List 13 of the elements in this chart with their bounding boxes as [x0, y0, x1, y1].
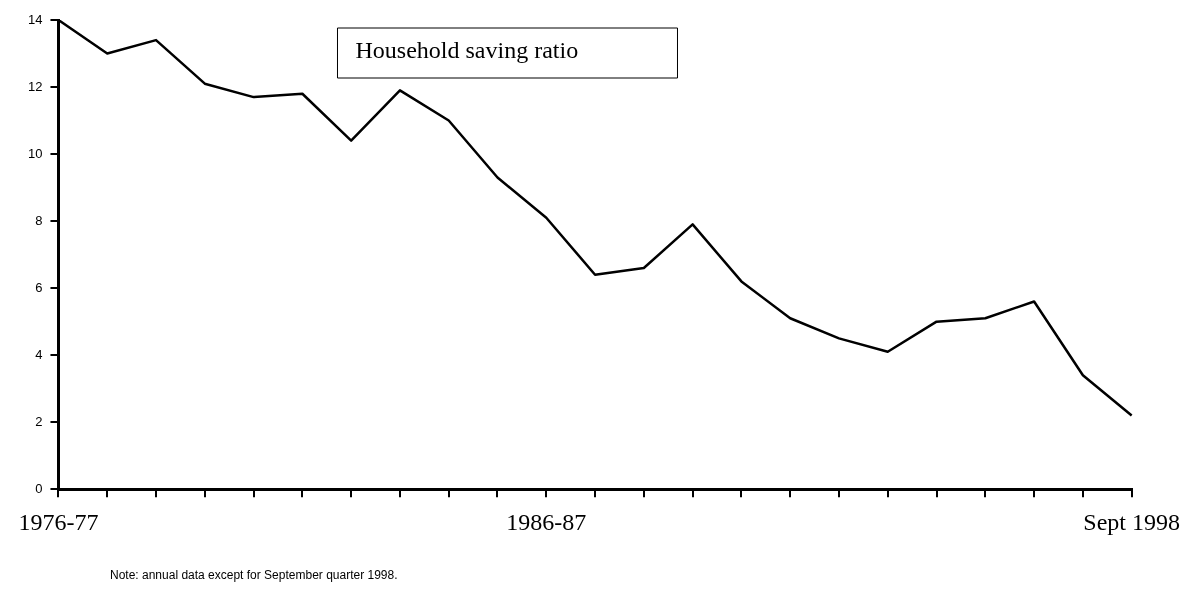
x-tick-label: 1986-87 [506, 508, 587, 535]
y-tick-label: 10 [27, 145, 43, 161]
y-tick-label: 0 [35, 480, 43, 496]
y-tick-label: 8 [35, 212, 43, 228]
text: Note: annual data except for September quarter 1998. [110, 568, 398, 582]
y-tick-label: 2 [35, 413, 43, 429]
y-tick-label: 12 [27, 78, 43, 94]
y-tick-label: 14 [27, 11, 43, 27]
y-tick-label: 4 [35, 346, 43, 362]
x-tick-label: Sept 1998 [1083, 508, 1180, 535]
x-tick-label: 1976-77 [18, 508, 99, 535]
text: Household saving ratio [355, 37, 579, 64]
y-tick-label: 6 [35, 279, 43, 295]
